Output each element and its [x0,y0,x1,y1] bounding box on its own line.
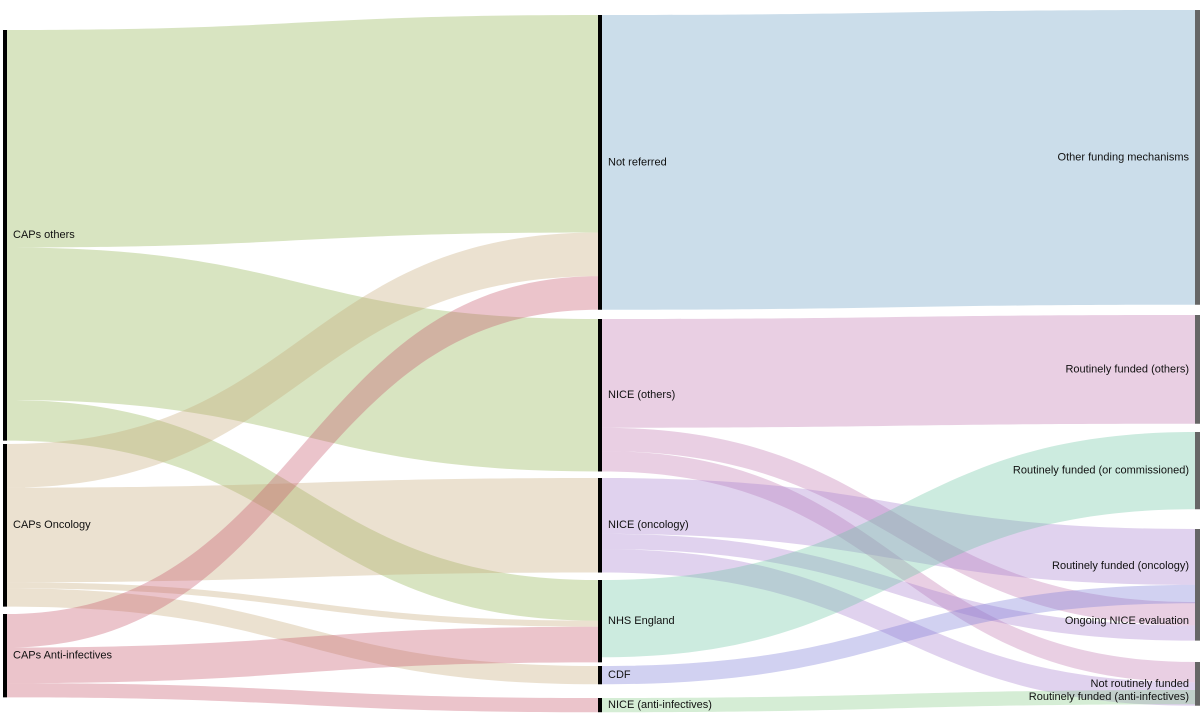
node-caps-oncology[interactable] [3,444,7,607]
label-nice-others: NICE (others) [608,389,675,401]
label-other-funding: Other funding mechanisms [1058,151,1190,163]
flow-caps-others-to-not-referred[interactable] [7,15,598,248]
label-rf-commissioned: Routinely funded (or commissioned) [1013,465,1189,477]
flow-nice-oncology-to-rf-oncology[interactable] [602,478,1195,585]
sankey-links [7,10,1195,713]
sankey-nodes [3,10,1200,713]
node-ongoing-nice[interactable] [1195,602,1200,641]
node-rf-anti-infectives[interactable] [1195,690,1200,705]
label-ongoing-nice: Ongoing NICE evaluation [1065,615,1189,627]
flow-caps-others-to-nhs-england[interactable] [7,399,598,621]
label-nhs-england: NHS England [608,615,675,627]
flow-caps-oncology-to-not-referred[interactable] [7,232,598,488]
flow-caps-anti-infectives-to-not-referred[interactable] [7,276,598,648]
node-rf-others[interactable] [1195,315,1200,424]
flow-nice-anti-infectives-to-rf-anti-infectives[interactable] [602,690,1195,713]
label-rf-others: Routinely funded (others) [1065,363,1189,375]
flow-caps-oncology-to-cdf[interactable] [7,588,598,685]
flow-not-referred-to-other-funding[interactable] [602,10,1195,310]
flow-caps-anti-infectives-to-nice-anti-infectives[interactable] [7,683,598,713]
sankey-labels: CAPs others CAPs Oncology CAPs Anti-infect… [13,151,1189,711]
label-nice-oncology: NICE (oncology) [608,519,689,531]
flow-nhs-england-to-rf-commissioned[interactable] [602,432,1195,658]
label-caps-anti-infectives: CAPs Anti-infectives [13,650,113,662]
label-rf-oncology: Routinely funded (oncology) [1052,560,1189,572]
node-not-referred[interactable] [598,15,602,310]
flow-nice-oncology-to-ongoing-nice[interactable] [602,533,1195,641]
flow-caps-others-to-nice-others[interactable] [7,247,598,472]
node-nhs-england[interactable] [598,580,602,663]
node-caps-others[interactable] [3,30,7,441]
node-nice-others[interactable] [598,319,602,472]
flow-caps-oncology-to-nice-oncology[interactable] [7,478,598,583]
flow-nice-others-to-ongoing-nice[interactable] [602,427,1195,626]
label-caps-oncology: CAPs Oncology [13,519,91,531]
flow-nice-oncology-to-not-rf[interactable] [602,549,1195,706]
node-cdf[interactable] [598,666,602,685]
label-nice-anti-infectives: NICE (anti-infectives) [608,699,712,711]
node-rf-oncology[interactable] [1195,529,1200,604]
label-not-referred: Not referred [608,156,667,168]
flow-caps-anti-infectives-to-nhs-england[interactable] [7,626,598,684]
flow-caps-oncology-to-nhs-england[interactable] [7,582,598,627]
node-nice-anti-infectives[interactable] [598,698,602,713]
node-not-rf[interactable] [1195,662,1200,706]
flow-cdf-to-rf-oncology[interactable] [602,584,1195,685]
node-rf-commissioned[interactable] [1195,432,1200,510]
node-nice-oncology[interactable] [598,478,602,573]
flow-nice-others-to-rf-others[interactable] [602,315,1195,428]
label-rf-anti-infectives: Routinely funded (anti-infectives) [1029,691,1189,703]
label-cdf: CDF [608,669,631,681]
node-caps-anti-infectives[interactable] [3,614,7,698]
node-other-funding[interactable] [1195,10,1200,305]
label-not-rf: Not routinely funded [1091,678,1189,690]
flow-nice-others-to-not-rf[interactable] [602,451,1195,683]
label-caps-others: CAPs others [13,229,75,241]
